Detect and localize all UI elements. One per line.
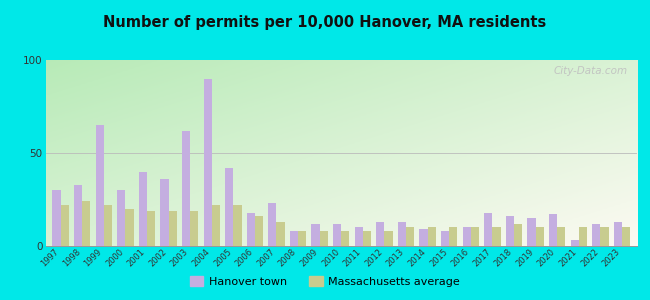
Bar [298,231,306,246]
Bar [82,201,90,246]
Bar [168,211,177,246]
Bar [601,227,608,246]
Bar [441,231,449,246]
Bar [104,205,112,246]
Bar [60,205,69,246]
Bar [290,231,298,246]
Bar [233,205,242,246]
Bar [125,209,134,246]
Text: Number of permits per 10,000 Hanover, MA residents: Number of permits per 10,000 Hanover, MA… [103,15,547,30]
Bar [471,227,479,246]
Bar [53,190,60,246]
Bar [182,131,190,246]
Bar [225,168,233,246]
Bar [320,231,328,246]
Bar [268,203,276,246]
Bar [212,205,220,246]
Bar [190,211,198,246]
Bar [74,184,82,246]
Bar [276,222,285,246]
Bar [363,231,371,246]
Bar [255,216,263,246]
Bar [376,222,384,246]
Legend: Hanover town, Massachusetts average: Hanover town, Massachusetts average [186,272,464,291]
Bar [341,231,350,246]
Bar [247,212,255,246]
Bar [463,227,471,246]
Bar [161,179,168,246]
Bar [614,222,622,246]
Bar [406,227,414,246]
Bar [96,125,104,246]
Bar [355,227,363,246]
Bar [622,227,630,246]
Bar [419,229,428,246]
Bar [578,227,587,246]
Bar [514,224,522,246]
Bar [571,240,578,246]
Bar [428,227,436,246]
Bar [549,214,557,246]
Bar [527,218,536,246]
Bar [557,227,566,246]
Bar [592,224,601,246]
Bar [147,211,155,246]
Bar [311,224,320,246]
Bar [484,212,492,246]
Bar [203,79,212,246]
Bar [398,222,406,246]
Bar [117,190,125,246]
Bar [492,227,500,246]
Bar [449,227,458,246]
Bar [138,172,147,246]
Text: City-Data.com: City-Data.com [554,66,628,76]
Bar [506,216,514,246]
Bar [536,227,544,246]
Bar [333,224,341,246]
Bar [384,231,393,246]
